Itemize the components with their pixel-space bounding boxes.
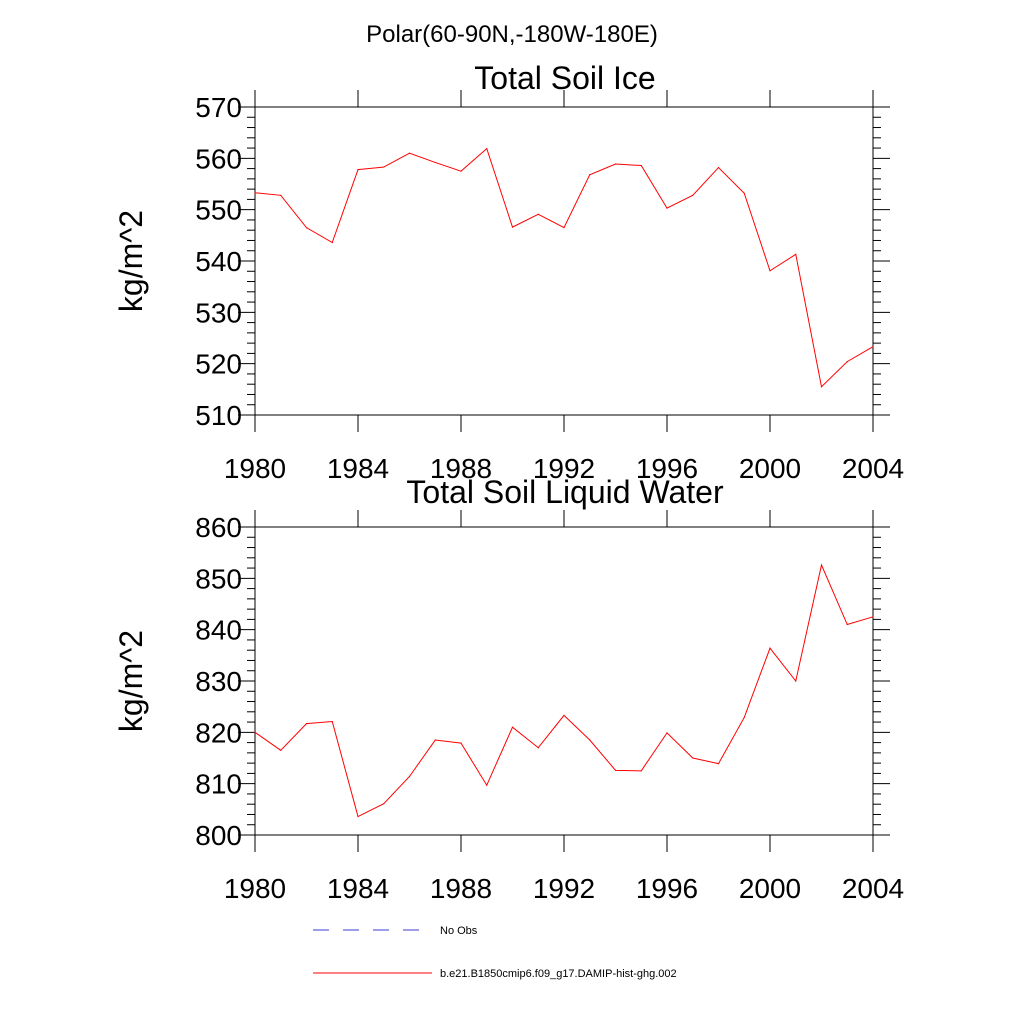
data-point [331,241,333,244]
x-tick-label: 1992 [533,873,595,904]
y-tick-label: 570 [195,92,242,123]
data-point [511,726,514,728]
data-point [640,164,642,167]
y-tick-label: 560 [195,143,242,174]
x-tick-label: 1996 [636,873,698,904]
data-point [357,169,359,171]
x-tick-label: 2000 [739,453,801,484]
y-tick-label: 820 [195,717,242,748]
data-point [820,564,823,566]
data-point [280,749,282,751]
figure-suptitle: Polar(60-90N,-180W-180E) [366,21,658,48]
legend-label-no-obs: No Obs [440,925,478,937]
data-point [280,194,282,196]
data-point [640,770,642,772]
data-point [434,739,436,741]
data-point [666,207,668,209]
data-point [743,716,745,719]
data-point [460,742,462,744]
y-tick-label: 840 [195,615,242,646]
data-point [563,227,565,229]
data-point [717,166,720,169]
data-point [254,192,256,194]
plot-frame [254,106,874,416]
data-point [820,386,823,388]
data-point [846,623,848,626]
chart-title: Total Soil Ice [474,60,655,96]
data-point [383,803,385,805]
data-point [486,784,488,786]
data-point [717,763,720,765]
x-tick-label: 1984 [327,873,389,904]
y-tick-label: 540 [195,246,242,277]
data-point [254,731,256,733]
data-point [408,152,411,154]
data-point [666,732,668,734]
y-tick-label: 520 [195,349,242,380]
data-point [872,616,874,618]
series-line [254,147,874,388]
chart-panel-soil-liquid-water: Total Soil Liquid Water 800 810 820 830 840 8… [113,474,904,904]
x-tick-label: 1988 [430,453,492,484]
x-tick-label: 1980 [224,453,286,484]
x-tick-label: 1992 [533,453,595,484]
data-point [795,680,797,682]
data-point [357,815,359,818]
x-tick-label: 1988 [430,873,492,904]
data-point [769,647,771,649]
data-point [383,166,385,168]
y-tick-label: 810 [195,769,242,800]
plot-frame [254,526,874,836]
y-tick-label: 800 [195,820,242,851]
data-point [795,253,797,255]
data-point [743,192,745,194]
y-tick-label: 550 [195,195,242,226]
x-tick-label: 1996 [636,453,698,484]
data-point [563,714,565,716]
data-point [460,170,462,172]
x-tick-label: 1984 [327,453,389,484]
data-point [872,346,874,348]
data-point [589,174,591,176]
data-point [846,361,848,363]
data-point [537,747,539,749]
data-point [305,723,308,725]
chart-title: Total Soil Liquid Water [406,474,724,510]
y-axis-label: kg/m^2 [113,210,149,312]
data-point [486,147,488,150]
data-point [331,720,333,723]
data-point [305,227,308,229]
legend: No Obs b.e21.B1850cmip6.f09_g17.DAMIP-hi… [313,925,677,980]
chart-panel-soil-ice: Total Soil Ice 510 520 530 540 550 560 570 1980… [113,60,904,484]
data-point [692,757,694,759]
data-point [769,270,771,272]
data-point [408,775,411,778]
x-tick-label: 2004 [842,453,904,484]
x-tick-label: 2000 [739,873,801,904]
data-point [589,739,591,741]
y-tick-label: 860 [195,512,242,543]
y-tick-label: 510 [195,400,242,431]
y-tick-label: 850 [195,563,242,594]
series-line [254,563,874,818]
data-point [692,194,694,196]
data-point [511,226,514,228]
data-point [434,161,436,164]
y-tick-label: 830 [195,666,242,697]
data-point [614,769,617,771]
data-point [614,163,617,165]
y-tick-label: 530 [195,297,242,328]
x-tick-label: 2004 [842,873,904,904]
y-axis-label: kg/m^2 [113,630,149,732]
legend-label-model: b.e21.B1850cmip6.f09_g17.DAMIP-hist-ghg.… [440,968,677,980]
data-point [537,213,539,215]
x-tick-label: 1980 [224,873,286,904]
